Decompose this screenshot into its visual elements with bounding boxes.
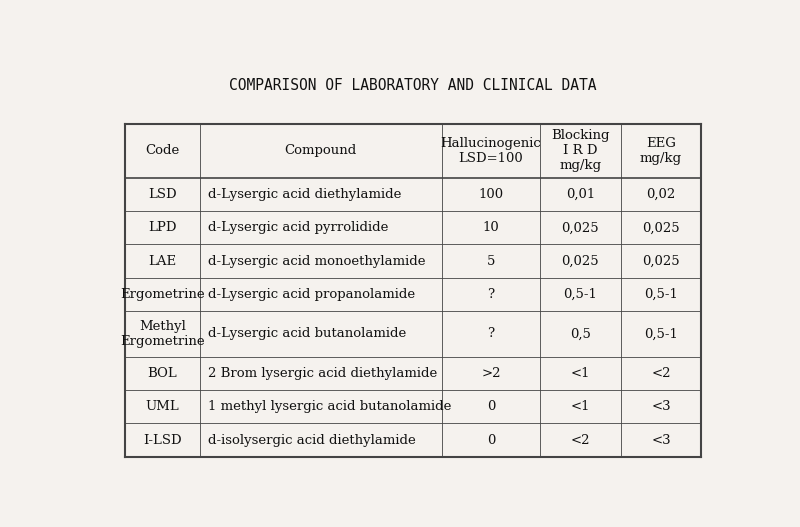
Text: LSD: LSD bbox=[148, 188, 177, 201]
Text: 1 methyl lysergic acid butanolamide: 1 methyl lysergic acid butanolamide bbox=[208, 400, 451, 413]
Text: 0,025: 0,025 bbox=[562, 255, 599, 268]
Text: d-Lysergic acid butanolamide: d-Lysergic acid butanolamide bbox=[208, 327, 406, 340]
Text: 5: 5 bbox=[486, 255, 495, 268]
Text: 0,01: 0,01 bbox=[566, 188, 595, 201]
Text: BOL: BOL bbox=[147, 367, 177, 380]
Text: <1: <1 bbox=[570, 400, 590, 413]
Text: 0,5: 0,5 bbox=[570, 327, 590, 340]
Text: 0,025: 0,025 bbox=[642, 221, 680, 235]
Text: ?: ? bbox=[487, 327, 494, 340]
Text: 2 Brom lysergic acid diethylamide: 2 Brom lysergic acid diethylamide bbox=[208, 367, 437, 380]
Text: 0,025: 0,025 bbox=[642, 255, 680, 268]
Text: 0,5-1: 0,5-1 bbox=[644, 327, 678, 340]
Text: 0: 0 bbox=[486, 434, 495, 447]
Text: <2: <2 bbox=[651, 367, 670, 380]
Text: d-Lysergic acid diethylamide: d-Lysergic acid diethylamide bbox=[208, 188, 401, 201]
Text: 0,5-1: 0,5-1 bbox=[644, 288, 678, 301]
Text: Hallucinogenic
LSD=100: Hallucinogenic LSD=100 bbox=[441, 137, 542, 165]
Text: d-isolysergic acid diethylamide: d-isolysergic acid diethylamide bbox=[208, 434, 415, 447]
Text: <3: <3 bbox=[651, 400, 671, 413]
Text: I-LSD: I-LSD bbox=[143, 434, 182, 447]
Text: 0,02: 0,02 bbox=[646, 188, 676, 201]
Text: ?: ? bbox=[487, 288, 494, 301]
Text: COMPARISON OF LABORATORY AND CLINICAL DATA: COMPARISON OF LABORATORY AND CLINICAL DA… bbox=[230, 78, 597, 93]
Text: <1: <1 bbox=[570, 367, 590, 380]
Text: EEG
mg/kg: EEG mg/kg bbox=[640, 137, 682, 165]
Text: LAE: LAE bbox=[148, 255, 176, 268]
Text: Blocking
I R D
mg/kg: Blocking I R D mg/kg bbox=[551, 129, 610, 172]
Text: Compound: Compound bbox=[285, 144, 357, 158]
Text: d-Lysergic acid propanolamide: d-Lysergic acid propanolamide bbox=[208, 288, 415, 301]
Text: UML: UML bbox=[146, 400, 179, 413]
Text: 100: 100 bbox=[478, 188, 503, 201]
Text: 0,5-1: 0,5-1 bbox=[563, 288, 598, 301]
Text: LPD: LPD bbox=[148, 221, 177, 235]
Text: d-Lysergic acid monoethylamide: d-Lysergic acid monoethylamide bbox=[208, 255, 426, 268]
Text: Code: Code bbox=[145, 144, 179, 158]
Text: 0: 0 bbox=[486, 400, 495, 413]
Text: 10: 10 bbox=[482, 221, 499, 235]
Text: Ergometrine: Ergometrine bbox=[120, 288, 205, 301]
Text: <3: <3 bbox=[651, 434, 671, 447]
Text: <2: <2 bbox=[570, 434, 590, 447]
Text: Methyl
Ergometrine: Methyl Ergometrine bbox=[120, 320, 205, 348]
Text: >2: >2 bbox=[481, 367, 501, 380]
Text: 0,025: 0,025 bbox=[562, 221, 599, 235]
Text: d-Lysergic acid pyrrolidide: d-Lysergic acid pyrrolidide bbox=[208, 221, 388, 235]
